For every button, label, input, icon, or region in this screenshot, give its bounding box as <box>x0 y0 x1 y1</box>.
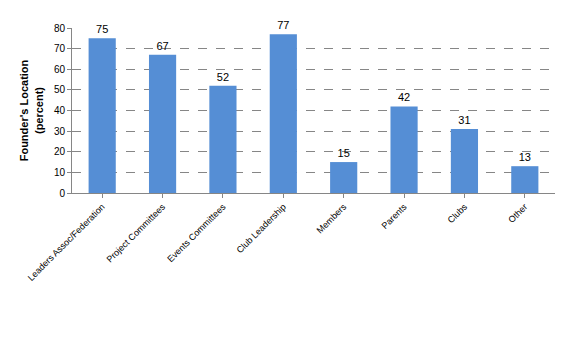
svg-text:Founder's Location(percent): Founder's Location(percent) <box>18 59 44 161</box>
svg-text:30: 30 <box>54 126 66 137</box>
svg-text:80: 80 <box>54 23 66 34</box>
svg-text:10: 10 <box>54 167 66 178</box>
svg-text:75: 75 <box>96 23 108 35</box>
svg-text:15: 15 <box>338 147 350 159</box>
svg-text:Clubs: Clubs <box>446 201 470 225</box>
svg-text:Other: Other <box>506 202 529 225</box>
svg-text:70: 70 <box>54 43 66 54</box>
svg-text:31: 31 <box>458 114 470 126</box>
svg-text:60: 60 <box>54 64 66 75</box>
svg-text:Events Committees: Events Committees <box>165 201 228 264</box>
svg-text:40: 40 <box>54 105 66 116</box>
svg-text:Parents: Parents <box>380 201 409 230</box>
svg-text:Leaders Assoc/Federation: Leaders Assoc/Federation <box>26 202 107 283</box>
svg-text:42: 42 <box>398 91 410 103</box>
svg-text:Project Committees: Project Committees <box>105 201 168 264</box>
svg-text:77: 77 <box>277 19 289 31</box>
svg-text:0: 0 <box>59 188 65 199</box>
svg-text:13: 13 <box>519 151 531 163</box>
svg-text:52: 52 <box>217 71 229 83</box>
svg-text:Club Leadership: Club Leadership <box>234 202 287 255</box>
svg-text:50: 50 <box>54 84 66 95</box>
svg-text:Members: Members <box>315 201 349 235</box>
svg-text:67: 67 <box>156 40 168 52</box>
svg-text:20: 20 <box>54 146 66 157</box>
